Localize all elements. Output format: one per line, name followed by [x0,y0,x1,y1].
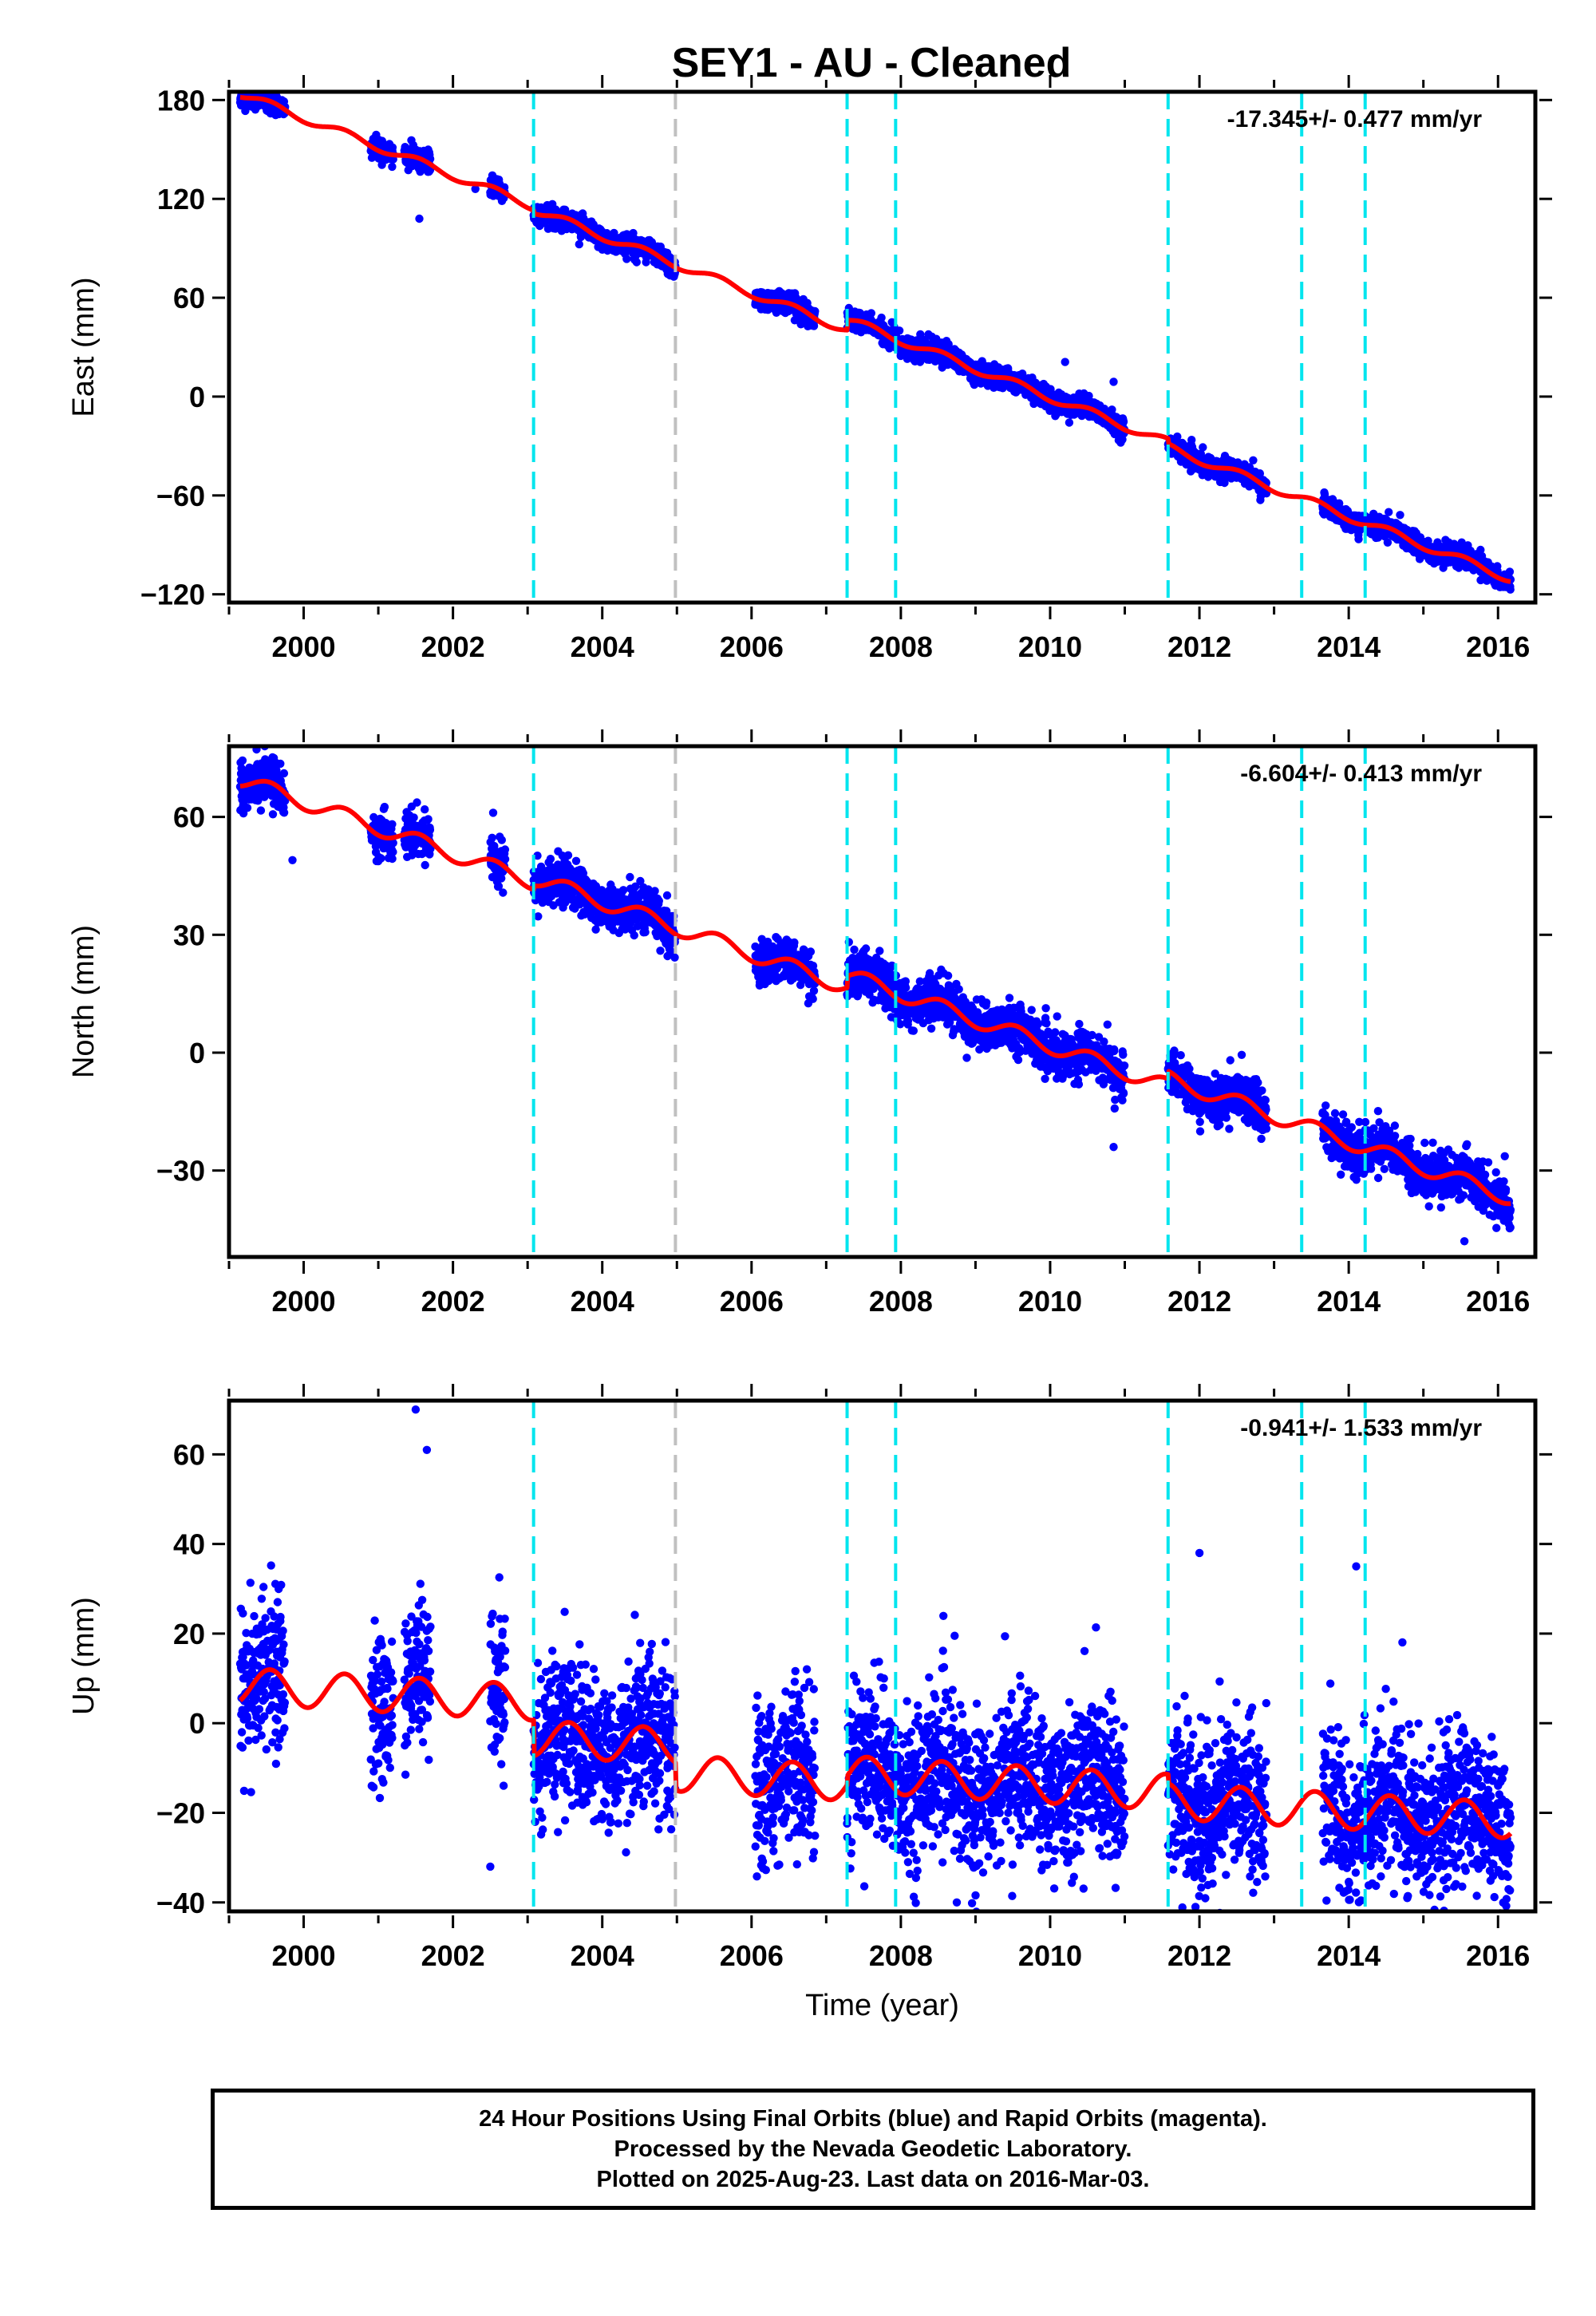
data-point [563,851,573,860]
data-point [1354,535,1363,543]
data-point [413,798,421,807]
data-point [619,886,628,895]
data-point-outlier [415,214,424,223]
data-point [1396,511,1404,520]
data-point [656,947,665,955]
data-point [1108,405,1116,414]
panel-north: 2000 2002 2004 2006 2008 2010 2012 2014 2016−300… [67,729,1552,1318]
x-tick-label: 2002 [421,630,485,663]
x-tick-label: 2006 [720,630,784,663]
data-point [571,856,581,866]
data-point [662,891,672,900]
data-point [670,953,679,962]
data-point [1065,418,1074,427]
data-point [626,872,634,882]
data-point [1385,508,1393,516]
data-point [546,855,555,864]
data-point [424,815,433,824]
data-point [499,888,508,897]
data-point [1119,417,1128,426]
x-tick-label: 2010 [1018,630,1082,663]
data-point [641,927,650,937]
data-point [256,82,264,90]
y-tick-label: 120 [157,183,205,215]
data-point [1249,456,1258,464]
figure-title: SEY1 - AU - Cleaned [672,40,1072,86]
data-point [654,896,663,906]
y-tick-label: −120 [140,579,205,611]
data-point [1187,436,1196,445]
data-point [895,326,904,335]
data-point [259,82,267,90]
data-point [388,820,397,829]
data-point-outlier [1109,377,1118,386]
panel-east: 2000 2002 2004 2006 2008 2010 2012 2014 2016 −120… [67,75,1552,663]
data-point [243,804,252,812]
data-point [591,925,600,934]
data-point [421,860,429,870]
data-point-outlier [1061,358,1069,366]
data-point [877,313,886,322]
data-point [380,802,389,812]
x-tick-label: 2000 [271,630,335,663]
data-point [1505,567,1515,576]
y-tick-label: 60 [173,282,205,314]
plot-area-east [235,82,1515,594]
velocity-rate-label: -17.345+/- 0.477 mm/yr [1227,106,1483,132]
plot-area-north [235,746,1515,1246]
data-point [389,848,397,856]
data-point [238,756,247,765]
x-tick-label: 2008 [869,630,933,663]
y-axis-label: East (mm) [67,277,101,417]
data-point [268,810,278,819]
data-point [256,806,266,815]
data-point [388,162,397,172]
data-point [500,845,510,854]
data-point [1199,443,1207,452]
data-point [421,805,429,814]
y-tick-label: −60 [156,480,205,512]
data-point [650,887,659,895]
data-point [622,255,631,263]
x-tick-label: 2016 [1466,630,1530,663]
panels: 2000 2002 2004 2006 2008 2010 2012 2014 2016 −120… [67,75,1552,2022]
data-point [425,825,435,835]
x-tick-label: 2012 [1167,630,1231,663]
data-point [377,854,385,863]
data-point [1383,538,1393,547]
data-point [632,258,641,267]
data-points-north [235,746,1515,1246]
data-point [630,931,638,940]
data-point [1506,585,1515,594]
data-point [279,808,289,817]
data-point [488,808,498,817]
x-tick-label: 2014 [1317,630,1381,663]
y-tick-label: 0 [189,381,205,413]
data-point [497,836,506,844]
data-point [867,309,876,318]
data-point [276,759,285,769]
data-point [575,239,583,249]
data-point [279,769,289,778]
data-point [409,813,418,822]
data-point [488,833,496,843]
y-tick-label: 180 [157,84,205,117]
data-point [388,143,397,152]
x-tick-label: 2004 [571,630,634,663]
data-points-east [235,82,1515,594]
data-point [534,912,543,921]
